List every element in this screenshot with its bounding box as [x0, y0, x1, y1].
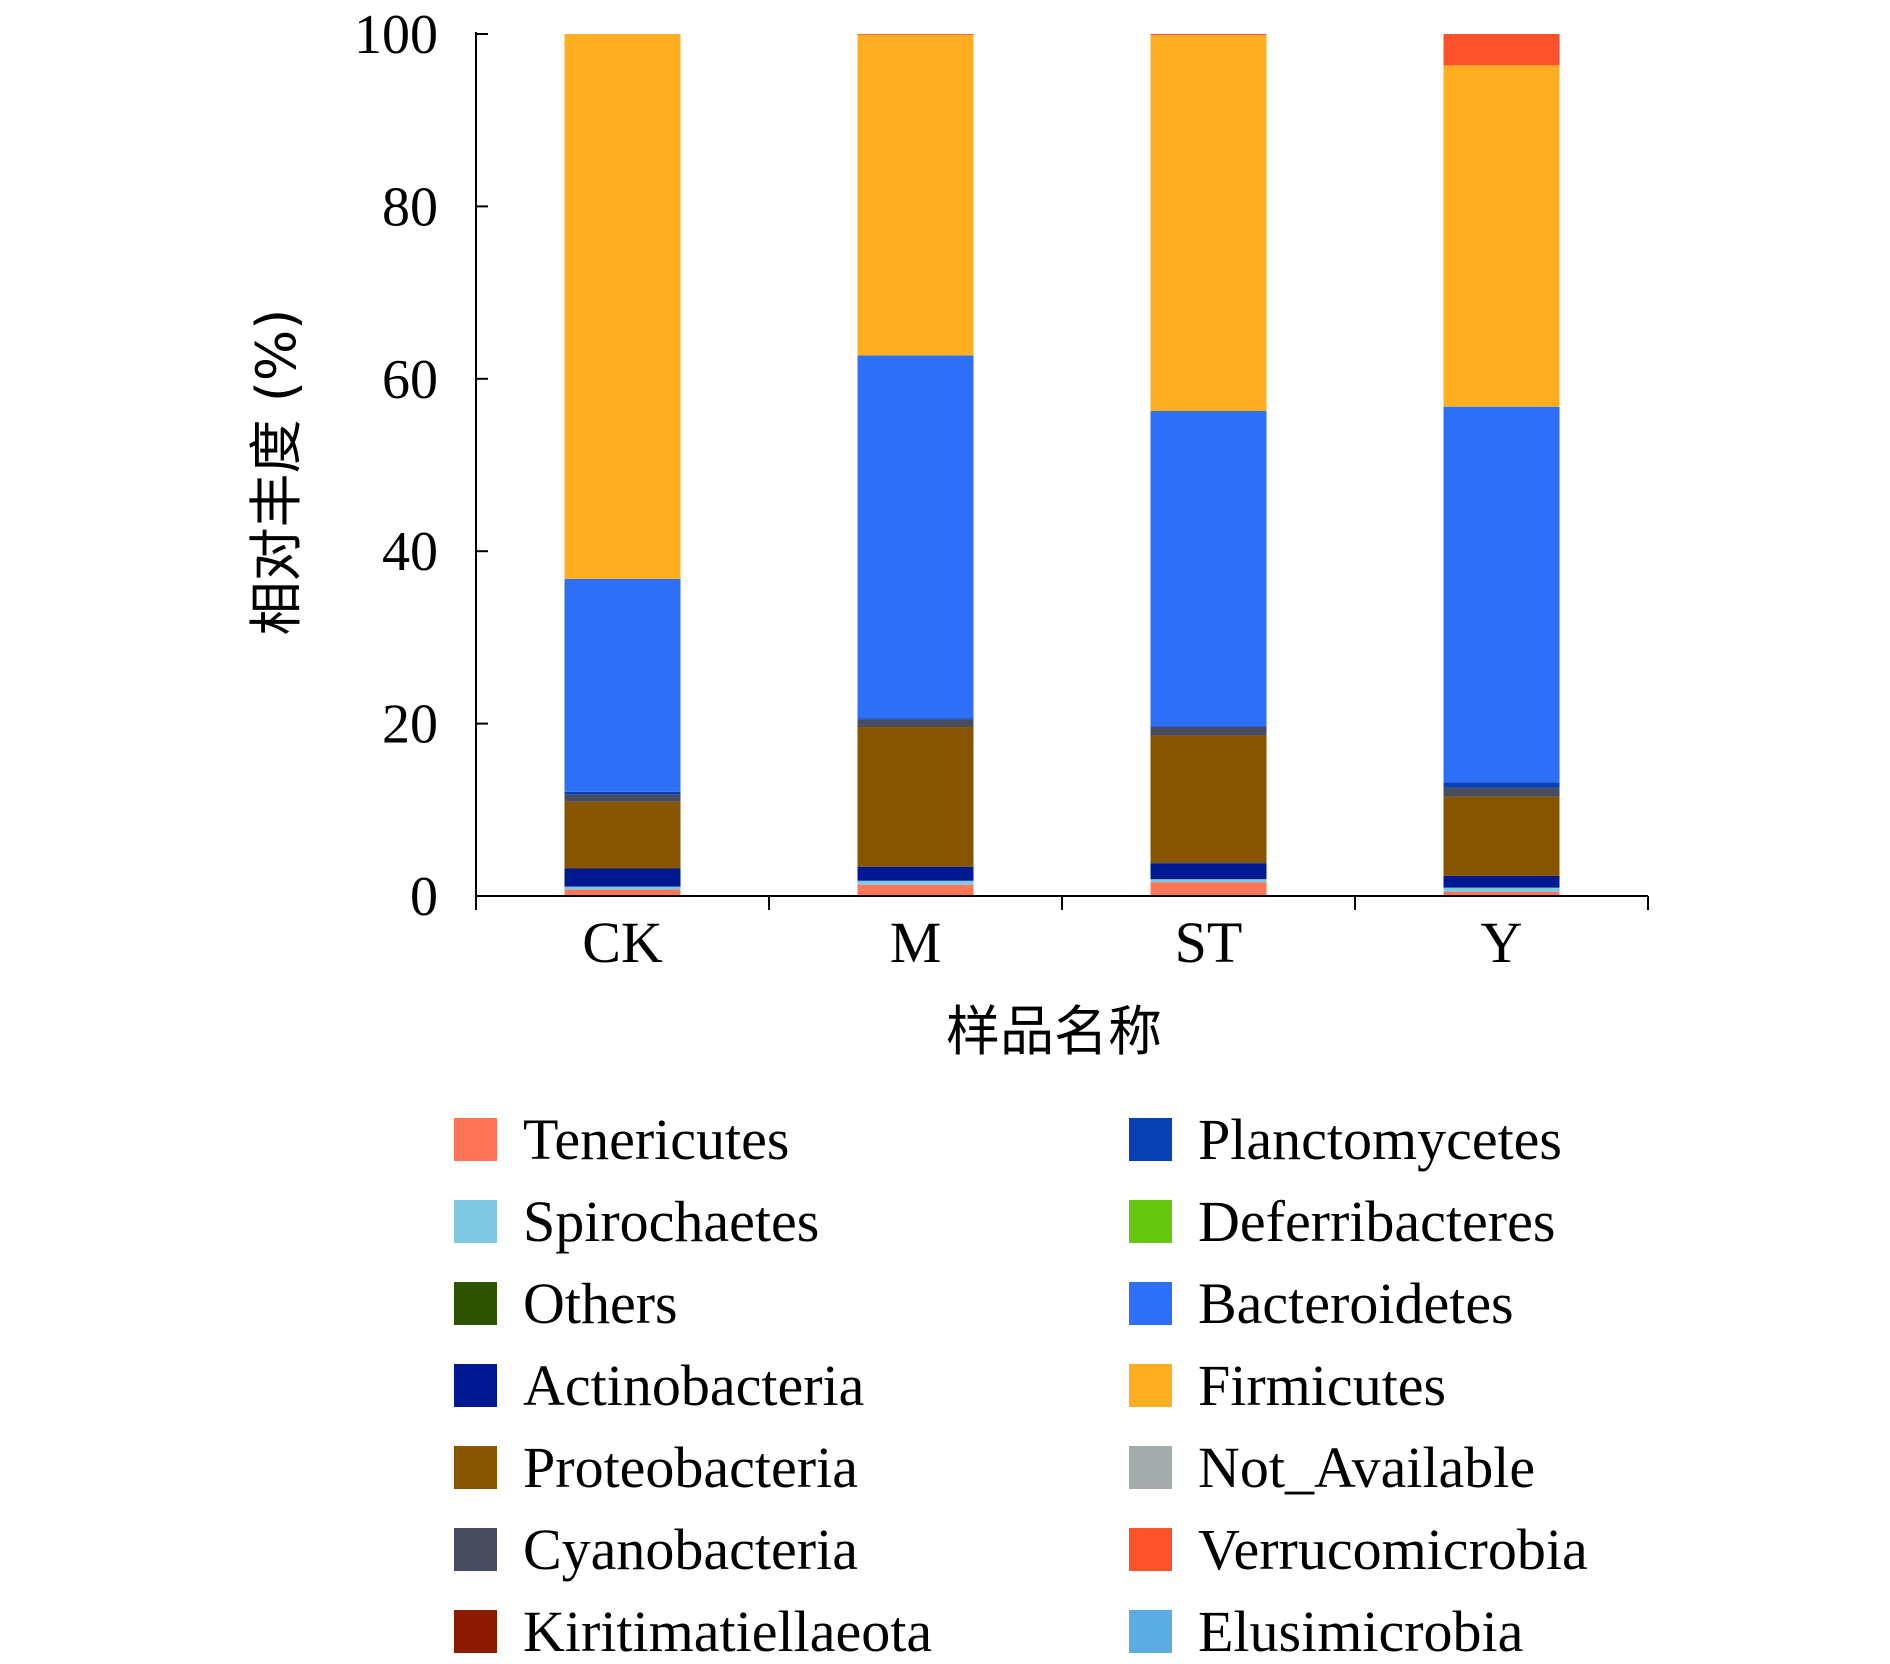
legend-item-tenericutes: Tenericutes — [454, 1107, 789, 1172]
y-tick-label: 60 — [382, 349, 438, 411]
legend-swatch — [1129, 1364, 1172, 1407]
bar-segment-ck-bacteroidetes — [564, 578, 681, 792]
legend-swatch — [454, 1446, 497, 1489]
y-axis-title: 相对丰度 (%) — [245, 309, 308, 636]
legend-item-others: Others — [454, 1271, 678, 1336]
legend-item-kiritimatiellaeota: Kiritimatiellaeota — [454, 1599, 932, 1664]
legend-item-actinobacteria: Actinobacteria — [454, 1353, 864, 1418]
legend-label: Spirochaetes — [523, 1189, 819, 1254]
legend-swatch — [454, 1200, 497, 1243]
y-tick-label: 80 — [382, 176, 438, 238]
legend-label: Tenericutes — [523, 1107, 789, 1172]
bar-segment-st-firmicutes — [1150, 35, 1267, 412]
bar-segment-y-tenericutes — [1443, 891, 1560, 896]
legend-label: Planctomycetes — [1198, 1107, 1562, 1172]
bar-segment-m-bacteroidetes — [857, 355, 974, 719]
bar-segment-y-verrucomicrobia — [1443, 34, 1560, 66]
legend-swatch — [1129, 1282, 1172, 1325]
legend-label: Firmicutes — [1198, 1353, 1446, 1418]
bar-segment-ck-cyanobacteria — [564, 794, 681, 802]
legend-label: Proteobacteria — [523, 1435, 858, 1500]
legend-swatch — [454, 1282, 497, 1325]
legend-swatch — [454, 1528, 497, 1571]
legend-label: Not_Available — [1198, 1435, 1535, 1500]
y-tick-label: 40 — [382, 521, 438, 583]
legend-label: Kiritimatiellaeota — [523, 1599, 932, 1664]
y-tick-label: 20 — [382, 694, 438, 756]
bar-segment-ck-tenericutes — [564, 889, 681, 896]
legend-item-planctomycetes: Planctomycetes — [1129, 1107, 1562, 1172]
bar-segment-y-proteobacteria — [1443, 796, 1560, 876]
legend-swatch — [454, 1364, 497, 1407]
bar-segment-st-actinobacteria — [1150, 863, 1267, 880]
legend-item-elusimicrobia: Elusimicrobia — [1129, 1599, 1523, 1664]
bar-segment-ck-actinobacteria — [564, 868, 681, 887]
bar-segment-y-firmicutes — [1443, 65, 1560, 407]
bar-segment-ck-spirochaetes — [564, 886, 681, 890]
legend-item-proteobacteria: Proteobacteria — [454, 1435, 858, 1500]
bar-segment-st-proteobacteria — [1150, 735, 1267, 864]
legend-label: Deferribacteres — [1198, 1189, 1555, 1254]
bar-segment-y-spirochaetes — [1443, 887, 1560, 892]
legend-label: Cyanobacteria — [523, 1517, 858, 1582]
y-tick-label: 0 — [410, 866, 438, 928]
legend-item-firmicutes: Firmicutes — [1129, 1353, 1446, 1418]
bar-segment-ck-firmicutes — [564, 34, 681, 579]
legend-item-spirochaetes: Spirochaetes — [454, 1189, 819, 1254]
x-tick-label: Y — [1481, 910, 1523, 975]
bar-segment-y-bacteroidetes — [1443, 406, 1560, 783]
legend-label: Others — [523, 1271, 678, 1336]
bar-segment-m-firmicutes — [857, 34, 974, 356]
legend-swatch — [1129, 1118, 1172, 1161]
bar-segment-m-proteobacteria — [857, 727, 974, 867]
bar-segment-m-tenericutes — [857, 884, 974, 896]
legend-item-bacteroidetes: Bacteroidetes — [1129, 1271, 1514, 1336]
bar-segment-m-spirochaetes — [857, 880, 974, 885]
y-tick-label: 100 — [354, 4, 438, 66]
legend-item-deferribacteres: Deferribacteres — [1129, 1189, 1555, 1254]
legend-swatch — [1129, 1200, 1172, 1243]
legend-swatch — [1129, 1446, 1172, 1489]
bar-segment-y-planctomycetes — [1443, 782, 1560, 788]
bar-segment-st-bacteroidetes — [1150, 411, 1267, 727]
legend-label: Bacteroidetes — [1198, 1271, 1514, 1336]
bar-segment-m-planctomycetes — [857, 718, 974, 720]
bar-segment-y-actinobacteria — [1443, 875, 1560, 888]
bars-layer — [564, 34, 1560, 896]
bar-segment-ck-proteobacteria — [564, 801, 681, 869]
bar-segment-ck-planctomycetes — [564, 791, 681, 795]
bar-segment-st-cyanobacteria — [1150, 726, 1267, 736]
bar-segment-y-cyanobacteria — [1443, 787, 1560, 797]
bar-segment-st-verrucomicrobia — [1150, 34, 1267, 36]
legend-swatch — [1129, 1610, 1172, 1653]
bar-segment-m-verrucomicrobia — [857, 34, 974, 35]
bar-segment-st-tenericutes — [1150, 882, 1267, 896]
legend: Tenericutes Spirochaetes Others Actinobacte… — [454, 1107, 1588, 1664]
x-tick-label: ST — [1175, 910, 1243, 975]
x-axis-title: 样品名称 — [946, 1000, 1162, 1063]
bar-segment-st-spirochaetes — [1150, 879, 1267, 883]
bar-segment-m-actinobacteria — [857, 866, 974, 881]
legend-label: Elusimicrobia — [1198, 1599, 1523, 1664]
legend-swatch — [454, 1610, 497, 1653]
legend-item-verrucomicrobia: Verrucomicrobia — [1129, 1517, 1588, 1582]
bar-segment-m-cyanobacteria — [857, 719, 974, 728]
x-tick-label: CK — [582, 910, 663, 975]
legend-item-cyanobacteria: Cyanobacteria — [454, 1517, 858, 1582]
legend-item-not_available: Not_Available — [1129, 1435, 1535, 1500]
axes-layer: CK M ST Y 0 20 40 60 80 100 — [354, 4, 1649, 975]
legend-label: Actinobacteria — [523, 1353, 864, 1418]
legend-swatch — [1129, 1528, 1172, 1571]
x-tick-label: M — [890, 910, 942, 975]
legend-label: Verrucomicrobia — [1198, 1517, 1588, 1582]
legend-swatch — [454, 1118, 497, 1161]
